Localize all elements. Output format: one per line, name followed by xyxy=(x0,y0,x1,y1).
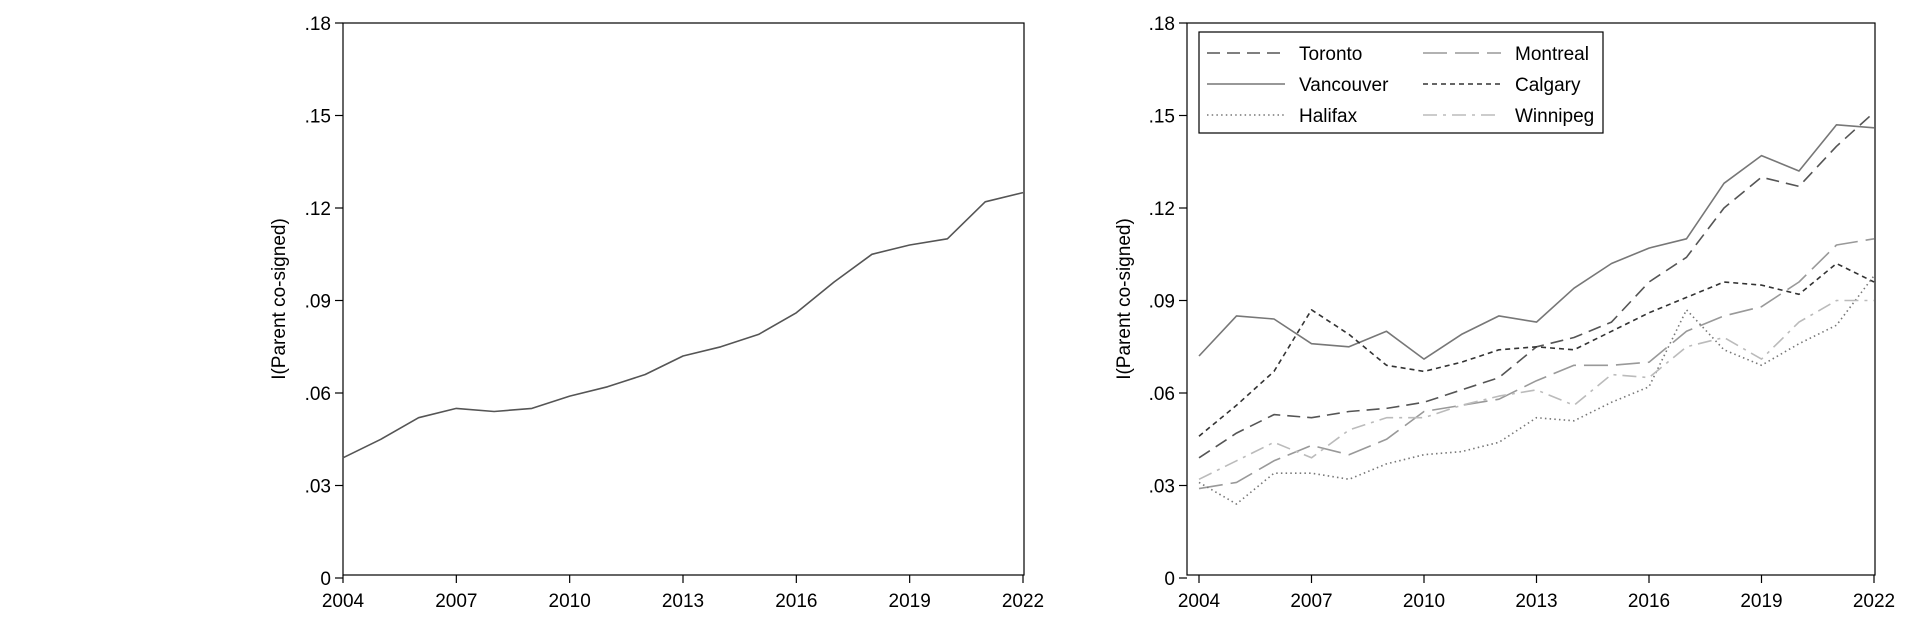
right-y-tick-label: .03 xyxy=(1149,477,1175,498)
legend-label-halifax: Halifax xyxy=(1299,106,1358,127)
left-y-tick-label: .09 xyxy=(305,292,331,313)
left-plot-frame xyxy=(342,22,1025,576)
left-y-tick-label: 0 xyxy=(320,569,331,590)
left-x-tick-label: 2004 xyxy=(322,591,365,612)
series-line-vancouver xyxy=(1198,124,1875,360)
series-line-all xyxy=(342,191,1024,459)
left-x-tick-label: 2016 xyxy=(775,591,817,612)
right-x-tick-label: 2022 xyxy=(1853,591,1895,612)
left-x-tick-label: 2022 xyxy=(1002,591,1044,612)
left-x-tick-label: 2007 xyxy=(435,591,477,612)
right-x-tick-label: 2016 xyxy=(1628,591,1670,612)
right-y-tick-label: .18 xyxy=(1149,14,1175,35)
right-x-tick-label: 2004 xyxy=(1178,591,1221,612)
right-chart-panel: 0 .03 .06 .09 .12 .15 .18 2004 2007 2010 2013 2016 2… xyxy=(1114,14,1895,612)
left-chart-panel: 0 .03 .06 .09 .12 .15 .18 2004 2007 2010 2013 2016 2… xyxy=(269,14,1044,612)
right-x-tick-label: 2007 xyxy=(1290,591,1332,612)
left-y-tick-label: .06 xyxy=(305,384,331,405)
right-y-tick-label: .12 xyxy=(1149,199,1175,220)
right-x-tick-label: 2013 xyxy=(1515,591,1557,612)
legend-label-winnipeg: Winnipeg xyxy=(1515,106,1594,127)
right-x-tick-label: 2019 xyxy=(1740,591,1782,612)
left-x-tick-label: 2013 xyxy=(662,591,704,612)
legend: Toronto Montreal Vancouver Calgary Halifax Wi… xyxy=(1198,31,1604,134)
legend-label-vancouver: Vancouver xyxy=(1299,75,1389,96)
left-y-tick-label: .03 xyxy=(305,477,331,498)
legend-box xyxy=(1198,31,1604,134)
series-line-toronto xyxy=(1198,111,1875,459)
series-line-calgary xyxy=(1198,262,1875,437)
series-line-montreal xyxy=(1198,238,1875,490)
left-y-axis-title: I(Parent co-signed) xyxy=(269,218,290,380)
right-y-tick-label: 0 xyxy=(1164,569,1175,590)
left-y-tick-label: .18 xyxy=(305,14,331,35)
left-y-tick-label: .12 xyxy=(305,199,331,220)
right-y-axis-title: I(Parent co-signed) xyxy=(1114,218,1135,380)
legend-label-montreal: Montreal xyxy=(1515,44,1589,65)
left-x-tick-label: 2019 xyxy=(889,591,931,612)
right-y-tick-label: .09 xyxy=(1149,292,1175,313)
right-y-tick-label: .15 xyxy=(1149,107,1175,128)
legend-label-toronto: Toronto xyxy=(1299,44,1362,65)
series-line-winnipeg xyxy=(1198,299,1874,481)
series-line-halifax xyxy=(1198,275,1875,505)
left-x-tick-label: 2010 xyxy=(549,591,591,612)
right-y-tick-label: .06 xyxy=(1149,384,1175,405)
right-x-tick-label: 2010 xyxy=(1403,591,1445,612)
right-plot-frame xyxy=(1186,22,1876,576)
legend-label-calgary: Calgary xyxy=(1515,75,1581,96)
left-y-tick-label: .15 xyxy=(305,107,331,128)
